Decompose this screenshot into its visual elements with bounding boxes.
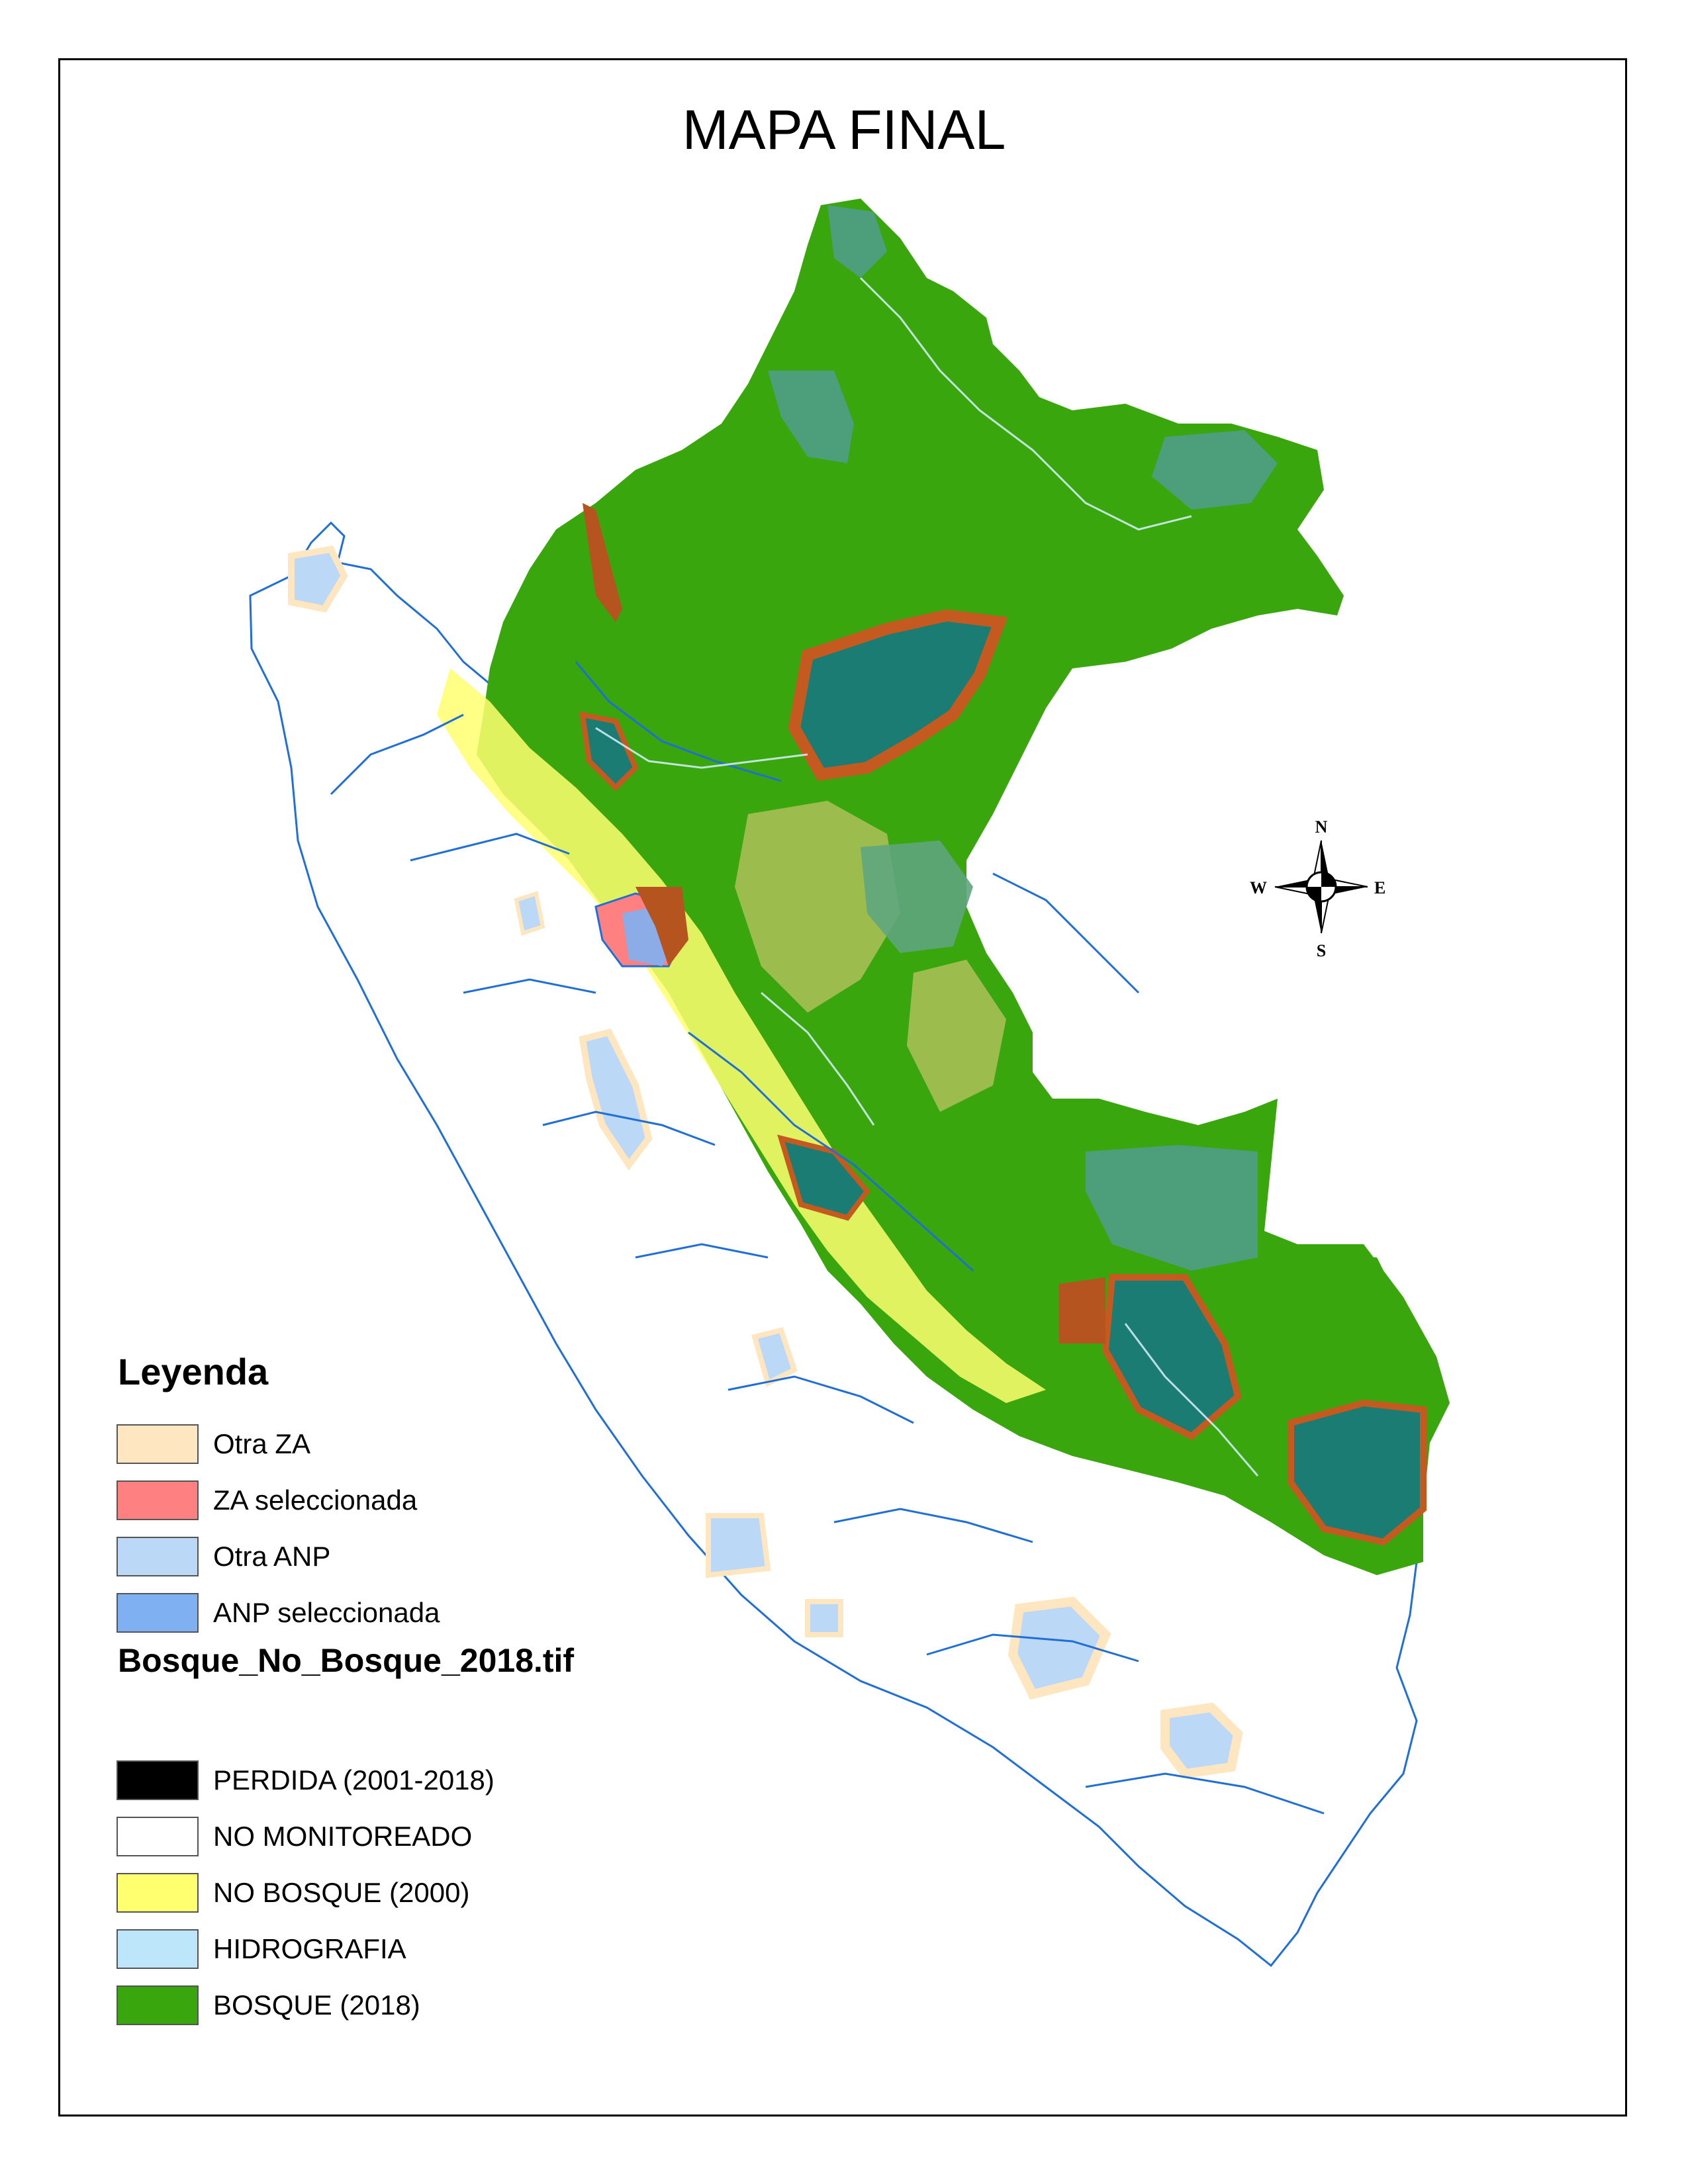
anp-coast-6 — [751, 1327, 798, 1387]
anp-coast-5 — [1008, 1596, 1111, 1700]
anp-central-1 — [735, 801, 900, 1013]
anp-north-1 — [827, 205, 887, 278]
anp-manu — [1102, 1274, 1242, 1440]
anp-coast-4 — [706, 1513, 771, 1578]
anp-pacaya — [788, 609, 1008, 781]
compass-rose: N S E W — [1250, 817, 1385, 960]
anp-coast-7 — [805, 1599, 843, 1637]
anp-northeast — [1152, 430, 1278, 510]
anp-tambopata — [1288, 1399, 1427, 1546]
compass-n-label: N — [1315, 817, 1328, 837]
anp-cordillera-azul — [579, 711, 639, 792]
rivers-hidrografia — [595, 277, 1259, 1477]
anp-coast-3 — [514, 891, 545, 936]
department-boundaries — [330, 661, 1325, 1815]
map-title: MAPA FINAL — [682, 99, 1006, 161]
anp-coast-1 — [288, 545, 348, 613]
za-north-strip — [583, 503, 622, 622]
anp-east-1 — [1086, 1145, 1258, 1271]
anp-central-3 — [907, 960, 1006, 1112]
za-brown-near-selected — [635, 887, 688, 966]
anp-titicaca — [1160, 1702, 1243, 1779]
za-manu — [1059, 1277, 1105, 1343]
no-bosque-andes — [437, 668, 1046, 1403]
compass-e-label: E — [1374, 878, 1385, 897]
anp-central-2 — [861, 841, 973, 953]
compass-s-label: S — [1317, 941, 1326, 960]
anp-coast-2 — [579, 1028, 653, 1171]
anp-yanachaga — [777, 1134, 871, 1221]
anp-southeast — [1271, 1251, 1410, 1390]
map-frame — [58, 58, 1627, 2116]
anp-north-2 — [768, 371, 854, 463]
compass-w-label: W — [1250, 878, 1267, 897]
